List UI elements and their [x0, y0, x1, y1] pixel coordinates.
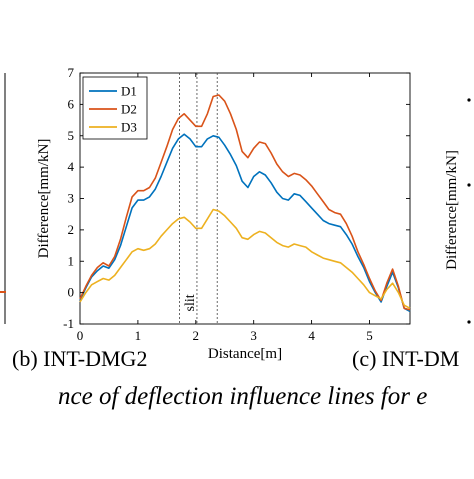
series-layer: [79, 94, 411, 313]
x-axis-label: Distance[m]: [208, 346, 282, 362]
caption-panel-c: (c) INT-DM: [352, 346, 459, 371]
y-tick-label: 1: [68, 253, 75, 268]
left-panel-fragment: [0, 73, 6, 324]
right-panel-tick: [467, 320, 471, 324]
y-tick-label: 5: [68, 128, 75, 143]
legend: D1 D2 D3: [82, 76, 148, 140]
right-panel-tick: [467, 98, 471, 102]
series-line-d2: [79, 94, 411, 311]
y-tick-label: 7: [68, 65, 75, 80]
y-tick-label: 6: [68, 96, 75, 111]
figure-caption: nce of deflection influence lines for e: [58, 383, 427, 410]
legend-label-d2: D2: [121, 102, 137, 117]
x-tick-label: 0: [77, 328, 84, 343]
y-tick-label: 0: [68, 285, 75, 300]
y-axis-label: Difference[mm/kN]: [36, 139, 52, 259]
right-panel-fragment: Difference[mm/kN]: [444, 98, 471, 324]
y-tick-label: 4: [68, 159, 75, 174]
legend-box: [82, 76, 148, 140]
slit-lines: [179, 73, 218, 324]
series-line-d3: [79, 208, 411, 310]
slit-annotation: slit: [183, 294, 198, 311]
x-tick-label: 2: [193, 328, 200, 343]
y-tick-label: -1: [63, 316, 74, 331]
y-tick-label: 3: [68, 191, 75, 206]
x-tick-label: 5: [366, 328, 373, 343]
legend-label-d3: D3: [121, 120, 137, 135]
series-line-d1: [79, 133, 411, 313]
legend-label-d1: D1: [121, 84, 137, 99]
y-tick-label: 2: [68, 222, 75, 237]
x-tick-label: 4: [308, 328, 315, 343]
x-tick-label: 1: [135, 328, 142, 343]
x-tick-label: 3: [250, 328, 257, 343]
right-panel-tick: [467, 183, 471, 187]
caption-panel-b: (b) INT-DMG2: [12, 346, 147, 371]
right-panel-ylabel: Difference[mm/kN]: [444, 150, 460, 270]
